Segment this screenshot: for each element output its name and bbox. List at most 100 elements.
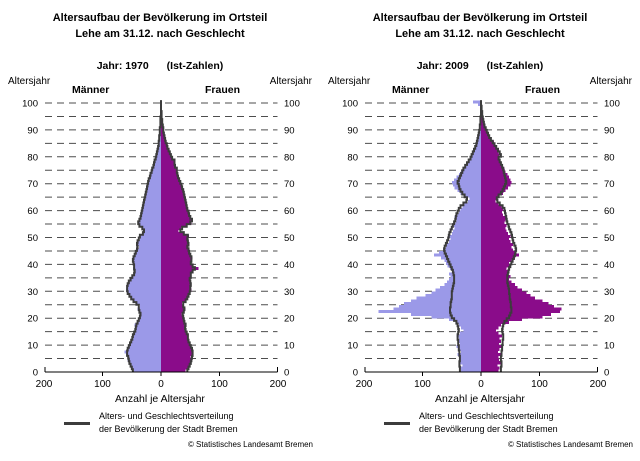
bar-women bbox=[161, 350, 194, 354]
bar-men bbox=[141, 312, 161, 316]
y-tick-labels: 0 0 10 10 20 20 30 30 40 40 50 50 60 60 70 70 80 80 90 90 10… bbox=[342, 99, 620, 379]
bar-men bbox=[454, 226, 481, 230]
bars-men bbox=[124, 113, 161, 373]
bar-women bbox=[161, 264, 194, 268]
bar-men bbox=[136, 326, 161, 330]
bar-women bbox=[161, 256, 193, 260]
bar-women bbox=[161, 189, 184, 193]
y-tick-label-left: 30 bbox=[27, 287, 38, 298]
bar-women bbox=[161, 140, 166, 144]
bar-men bbox=[457, 353, 481, 357]
bremen-line-men bbox=[126, 100, 162, 373]
copyright-note: © Statistisches Landesamt Bremen bbox=[507, 440, 633, 449]
bar-women bbox=[481, 312, 552, 316]
bar-men bbox=[448, 272, 481, 276]
bar-men bbox=[130, 277, 161, 281]
bar-men bbox=[469, 197, 481, 201]
x-tick-labels: 200 100 0 100 200 bbox=[36, 379, 287, 390]
y-tick-label-right: 10 bbox=[604, 341, 615, 352]
bar-men bbox=[461, 350, 481, 354]
bar-men bbox=[454, 186, 481, 190]
y-tick-label-right: 30 bbox=[604, 287, 615, 298]
bar-men bbox=[132, 267, 161, 271]
bar-women bbox=[161, 253, 191, 257]
bar-women bbox=[481, 137, 492, 142]
bar-women bbox=[481, 240, 511, 244]
x-tick-label: 100 bbox=[531, 379, 548, 390]
bar-women bbox=[481, 175, 510, 179]
bar-women bbox=[481, 337, 500, 341]
bar-women bbox=[161, 334, 189, 338]
bar-men bbox=[459, 355, 481, 359]
bar-women bbox=[161, 175, 179, 179]
bar-women bbox=[481, 345, 502, 349]
bar-women bbox=[161, 178, 180, 182]
bar-women bbox=[481, 299, 543, 303]
men-header: Männer bbox=[72, 84, 110, 96]
chart-title-line2: Lehe am 31.12. nach Geschlecht bbox=[75, 28, 245, 40]
bar-women bbox=[481, 127, 486, 131]
bar-women bbox=[481, 146, 497, 150]
bar-women bbox=[481, 226, 506, 230]
bar-women bbox=[161, 369, 186, 373]
bar-men bbox=[138, 234, 161, 238]
bar-men bbox=[124, 350, 161, 354]
bar-men bbox=[475, 143, 481, 147]
bar-men bbox=[148, 181, 161, 185]
x-tick-label: 200 bbox=[356, 379, 373, 390]
copyright-note: © Statistisches Landesamt Bremen bbox=[187, 440, 313, 449]
bar-women bbox=[161, 337, 188, 341]
bar-men bbox=[139, 237, 161, 241]
bar-women bbox=[161, 205, 187, 209]
bar-women bbox=[161, 226, 181, 230]
bar-women bbox=[481, 323, 501, 327]
bar-women bbox=[481, 366, 500, 370]
bar-men bbox=[458, 172, 481, 176]
bar-men bbox=[434, 253, 481, 257]
bar-women bbox=[481, 170, 506, 174]
bar-women bbox=[481, 350, 498, 354]
bar-women bbox=[481, 121, 484, 125]
bar-women bbox=[481, 334, 503, 338]
y-tick-label-left: 0 bbox=[353, 368, 358, 379]
bar-men bbox=[134, 369, 161, 373]
gridlines bbox=[365, 102, 598, 360]
bar-women bbox=[161, 237, 187, 241]
bar-men bbox=[451, 181, 481, 185]
y-tick-label-right: 60 bbox=[604, 206, 615, 217]
bar-women bbox=[481, 361, 501, 365]
legend-label-line2: der Bevölkerung der Stadt Bremen bbox=[99, 424, 238, 434]
bar-men bbox=[134, 264, 161, 268]
bar-women bbox=[161, 129, 164, 133]
bar-women bbox=[161, 267, 199, 271]
bar-men bbox=[403, 302, 481, 306]
bar-women bbox=[161, 162, 174, 166]
y-tick-label-right: 80 bbox=[284, 152, 295, 163]
bar-women bbox=[161, 229, 179, 233]
bar-women bbox=[161, 302, 183, 306]
bar-men bbox=[457, 339, 481, 343]
bar-women bbox=[161, 194, 185, 198]
bar-women bbox=[161, 183, 182, 187]
y-tick-label-right: 20 bbox=[284, 314, 295, 325]
bar-women bbox=[161, 355, 191, 359]
y-tick-label-left: 30 bbox=[347, 287, 358, 298]
bar-men bbox=[470, 156, 481, 160]
bar-women bbox=[481, 248, 514, 252]
bar-men bbox=[151, 170, 161, 174]
bar-women bbox=[481, 318, 522, 322]
bar-men bbox=[131, 366, 161, 370]
bar-men bbox=[474, 148, 481, 152]
y-tick-label-right: 50 bbox=[604, 233, 615, 244]
year-label: Jahr: 1970 bbox=[96, 60, 149, 72]
bar-men bbox=[127, 283, 161, 287]
bar-women bbox=[481, 224, 507, 228]
bar-men bbox=[455, 320, 481, 324]
bar-men bbox=[125, 288, 161, 292]
legend-line-swatch bbox=[64, 422, 90, 425]
y-tick-label-right: 40 bbox=[284, 260, 295, 271]
bar-women bbox=[481, 264, 511, 268]
bar-men bbox=[425, 293, 481, 298]
bar-men bbox=[130, 363, 161, 367]
bar-women bbox=[481, 143, 496, 147]
